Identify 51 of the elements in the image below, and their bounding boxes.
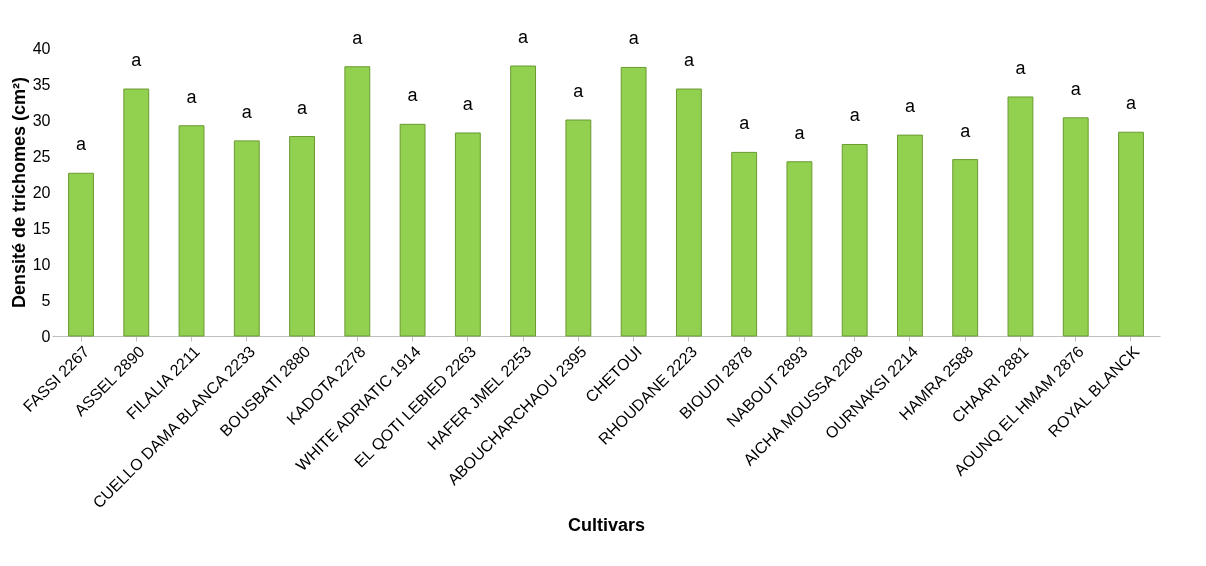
annotation: a <box>352 27 364 48</box>
y-tick-label: 15 <box>32 219 51 237</box>
bar <box>897 134 923 337</box>
y-tick-label: 40 <box>32 39 51 57</box>
annotation: a <box>407 85 419 106</box>
bar <box>344 66 371 337</box>
y-tick-label: 0 <box>41 327 51 345</box>
bar <box>399 123 426 337</box>
annotation: a <box>1070 78 1082 99</box>
y-axis-title: Densité de trichomes (cm²) <box>8 76 29 309</box>
annotation: a <box>904 96 916 117</box>
bar <box>123 88 150 337</box>
bar <box>952 159 979 337</box>
bar <box>841 143 868 337</box>
annotation: a <box>628 28 640 49</box>
bar <box>233 140 260 337</box>
annotation: a <box>241 101 253 122</box>
bar <box>178 125 205 337</box>
y-tick-label: 35 <box>32 75 51 93</box>
annotation: a <box>683 50 695 71</box>
annotation: a <box>462 93 474 114</box>
bar <box>68 172 94 337</box>
y-tick-label: 20 <box>32 183 51 201</box>
annotation: a <box>849 105 861 126</box>
annotation: a <box>518 27 530 47</box>
bar <box>786 161 813 337</box>
annotation: a <box>794 122 806 143</box>
annotation: a <box>739 113 751 134</box>
x-axis-title: Cultivars <box>567 514 646 535</box>
annotation: a <box>960 120 972 141</box>
bar <box>620 66 647 337</box>
y-tick-label: 5 <box>41 291 51 309</box>
y-tick-label: 30 <box>32 111 51 129</box>
y-tick-label: 10 <box>32 255 51 273</box>
y-tick-label: 25 <box>32 147 51 165</box>
bar <box>565 119 592 337</box>
annotation: a <box>573 81 585 101</box>
bar <box>510 65 537 337</box>
annotation: a <box>1125 93 1137 114</box>
bar <box>289 136 315 337</box>
annotation: a <box>186 86 198 107</box>
bar <box>1007 96 1034 337</box>
bar <box>675 88 702 337</box>
annotation: a <box>131 50 143 71</box>
annotation: a <box>297 97 309 118</box>
bar <box>1062 117 1089 337</box>
bar <box>1118 131 1144 337</box>
annotation: a <box>1015 57 1027 78</box>
annotation: a <box>76 134 87 155</box>
bar <box>731 151 758 337</box>
bar <box>454 132 481 337</box>
